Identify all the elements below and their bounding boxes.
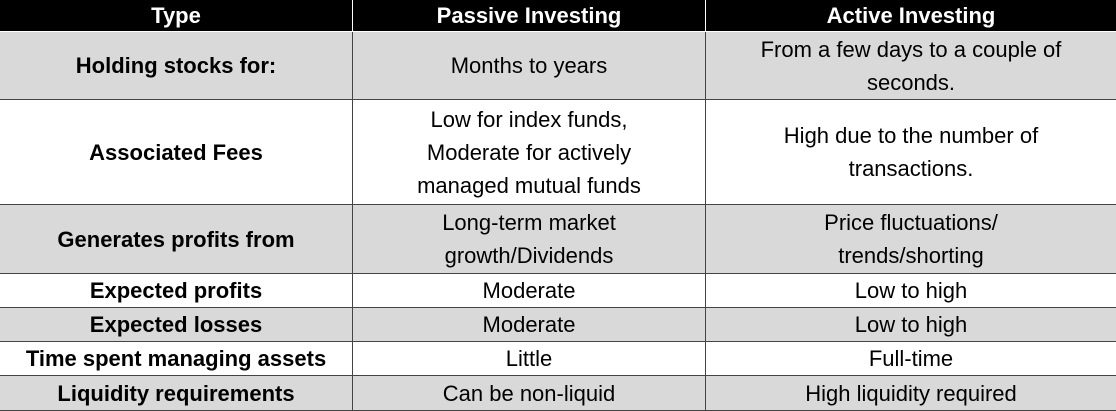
cell-text-line: Low for index funds, [430,106,628,132]
table-cell: Little [353,342,706,376]
cell-text-line: managed mutual funds [417,172,641,198]
row-label-cell: Associated Fees [0,100,353,205]
cell-text-line: Time spent managing assets [25,346,327,371]
row-label-cell: Expected losses [0,308,353,342]
cell-text-line: Months to years [450,53,608,78]
cell-text-line: Low to high [854,312,968,337]
table-cell: Low to high [706,274,1116,308]
cell-text-line: Expected profits [89,278,263,303]
table-cell: Moderate [353,274,706,308]
table-cell: Low to high [706,308,1116,342]
table-cell: Low for index funds, Moderate for activel… [353,100,706,205]
header-cell: Passive Investing [353,0,706,32]
table-cell: Price fluctuations/trends/shorting [706,205,1116,274]
cell-text-line: High liquidity required [805,380,1017,406]
cell-text-line: Can be non-liquid [442,380,616,406]
cell-text-line: Associated Fees [89,139,263,165]
cell-text-line: Low to high [854,278,968,303]
row-label-cell: Expected profits [0,274,353,308]
cell-text-line: Moderate [482,312,576,337]
header-cell: Active Investing [706,0,1116,32]
table-cell: From a few days to a couple of seconds. [706,32,1116,100]
cell-text-line: trends/shorting [838,243,984,268]
cell-text-line: Long-term market [442,210,616,235]
cell-text-line: seconds. [866,69,956,95]
row-label-cell: Time spent managing assets [0,342,353,376]
table-cell: Long-term market growth/Dividends [353,205,706,274]
row-label-cell: Generates profits from [0,205,353,274]
cell-text-line: Holding stocks for: [75,53,277,78]
cell-text-line: Full-time [868,346,954,371]
table-cell: Moderate [353,308,706,342]
cell-text-line: growth/Dividends [444,243,614,268]
cell-text-line: Little [505,346,553,371]
row-label-cell: Liquidity requirements [0,376,353,411]
table-cell: Months to years [353,32,706,100]
cell-text-line: From a few days to a couple of [760,36,1062,62]
cell-text-line: Moderate for actively [426,139,632,165]
table-cell: High due to the number of transactions. [706,100,1116,205]
cell-text-line: Expected losses [89,312,263,337]
cell-text-line: Liquidity requirements [57,380,295,406]
table-cell: Can be non-liquid [353,376,706,411]
cell-text-line: Moderate [482,278,576,303]
table-cell: Full-time [706,342,1116,376]
cell-text-line: Generates profits from [57,226,295,252]
cell-text-line: Price fluctuations/ [824,210,998,235]
table-cell: High liquidity required [706,376,1116,411]
header-cell: Type [0,0,353,32]
cell-text-line: transactions. [848,156,974,181]
cell-text-line: High due to the number of [783,123,1039,148]
row-label-cell: Holding stocks for: [0,32,353,100]
